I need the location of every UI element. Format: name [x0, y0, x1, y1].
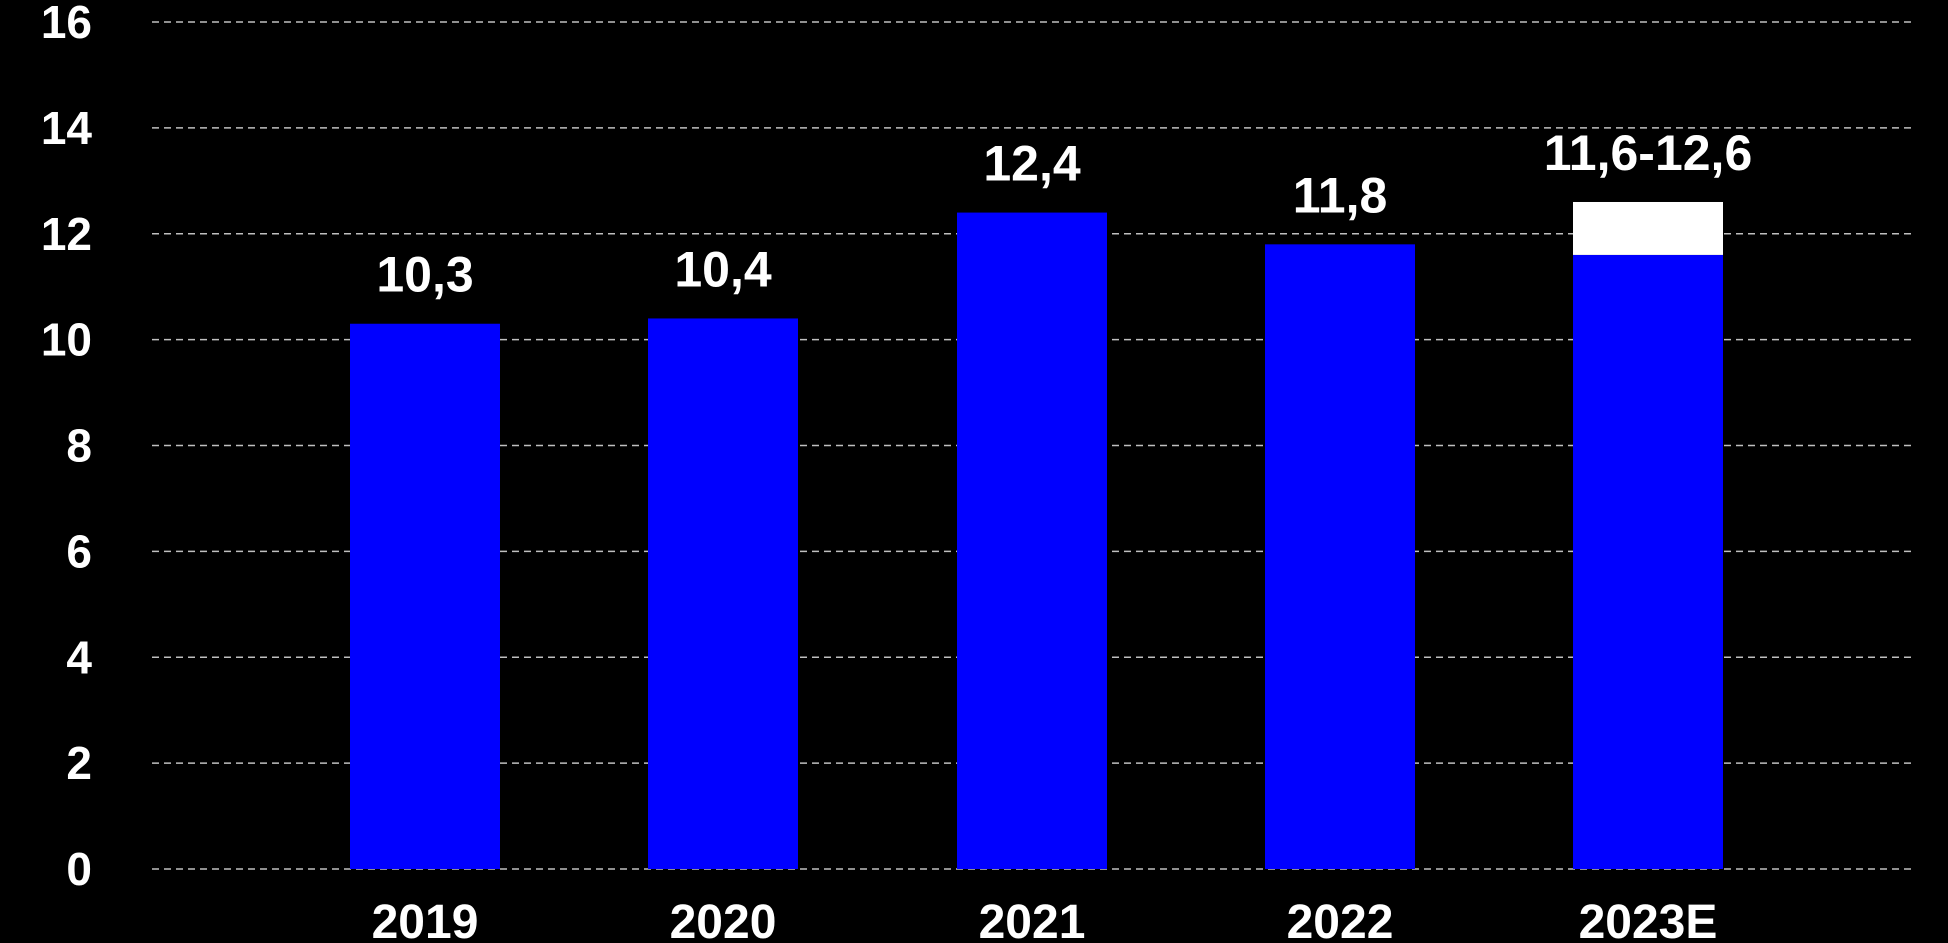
data-label-2021: 12,4 [983, 136, 1081, 192]
y-tick-label-8: 8 [66, 420, 92, 472]
y-tick-label-14: 14 [41, 102, 93, 154]
y-tick-label-4: 4 [66, 631, 92, 683]
y-axis-ticks: 0 2 4 6 8 10 12 14 16 [41, 0, 93, 895]
data-label-2023E: 11,6-12,6 [1544, 125, 1753, 181]
bar-2020 [648, 318, 798, 869]
bars [350, 201, 1723, 870]
x-axis-ticks: 2019 2020 2021 2022 2023E [372, 896, 1718, 943]
y-tick-label-16: 16 [41, 0, 92, 48]
bar-2019 [350, 323, 500, 869]
y-tick-label-6: 6 [66, 525, 92, 577]
x-tick-label-2020: 2020 [670, 896, 777, 943]
y-tick-label-0: 0 [66, 843, 92, 895]
data-label-2019: 10,3 [376, 247, 473, 303]
y-tick-label-2: 2 [66, 737, 92, 789]
bar-2023E [1573, 254, 1723, 870]
x-tick-label-2023E: 2023E [1579, 896, 1718, 943]
data-label-2020: 10,4 [674, 241, 772, 297]
data-labels: 10,3 10,4 12,4 11,8 11,6-12,6 [376, 125, 1752, 303]
range-segment-2023E [1573, 201, 1723, 255]
bar-2021 [957, 212, 1107, 869]
data-label-2022: 11,8 [1293, 167, 1388, 223]
y-tick-label-12: 12 [41, 208, 92, 260]
x-tick-label-2022: 2022 [1287, 896, 1394, 943]
x-tick-label-2021: 2021 [979, 896, 1086, 943]
x-tick-label-2019: 2019 [372, 896, 479, 943]
y-tick-label-10: 10 [41, 314, 92, 366]
bar-2022 [1265, 244, 1415, 869]
